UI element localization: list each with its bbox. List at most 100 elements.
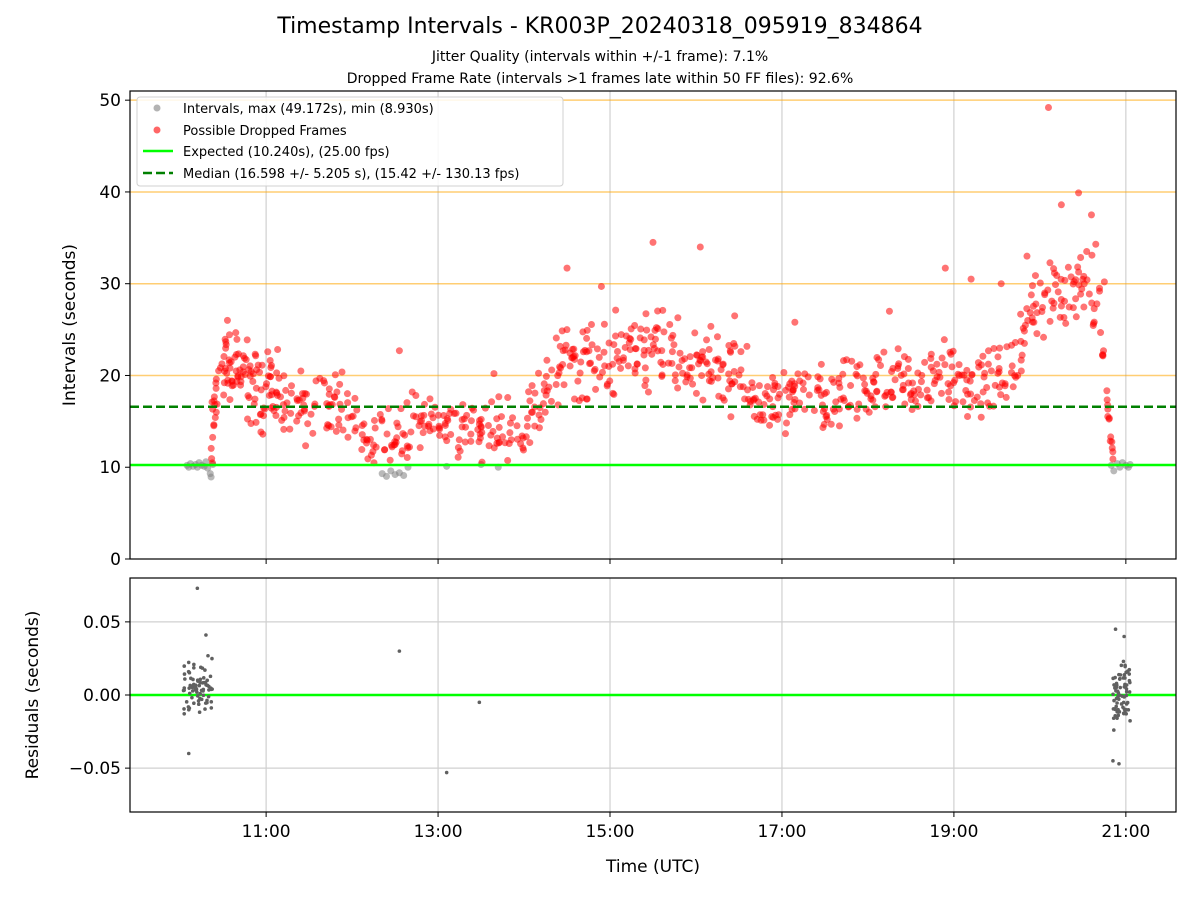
dropped-frame-point xyxy=(819,424,827,432)
dropped-frame-point xyxy=(577,358,585,366)
dropped-frame-point xyxy=(210,422,218,430)
dropped-frame-point xyxy=(412,413,420,421)
dropped-frame-point xyxy=(566,362,574,370)
dropped-frame-point xyxy=(274,346,282,354)
dropped-frame-point xyxy=(835,422,843,430)
dropped-frame-point xyxy=(331,371,339,379)
residual-point xyxy=(192,701,196,706)
dropped-frame-point xyxy=(323,400,331,408)
residual-point xyxy=(1112,698,1116,703)
dropped-frame-point xyxy=(583,326,591,334)
dropped-frame-point xyxy=(257,410,265,418)
dropped-frame-point xyxy=(477,415,485,423)
dropped-frame-point xyxy=(447,430,455,438)
dropped-frame-point xyxy=(703,336,711,344)
dropped-frame-point xyxy=(730,340,738,348)
y-tick-label: 0 xyxy=(110,550,121,570)
dropped-frame-point xyxy=(333,388,341,396)
dropped-frame-point xyxy=(436,425,444,433)
dropped-frame-point xyxy=(1029,302,1037,310)
dropped-frame-point xyxy=(209,433,217,441)
dropped-frame-point xyxy=(727,348,735,356)
dropped-frame-point xyxy=(698,372,706,380)
dropped-frame-point xyxy=(908,379,916,387)
dropped-frame-point xyxy=(707,322,715,330)
dropped-frame-point xyxy=(839,370,847,378)
dropped-frame-point xyxy=(454,453,462,461)
residual-point xyxy=(206,694,211,699)
dropped-frame-point xyxy=(968,371,976,379)
dropped-frame-point xyxy=(370,416,378,424)
dropped-frame-point xyxy=(1109,455,1117,463)
dropped-frame-point xyxy=(595,353,603,361)
dropped-frame-point xyxy=(1103,387,1111,395)
dropped-frame-point xyxy=(659,306,667,314)
dropped-frame-point xyxy=(626,346,634,354)
dropped-frame-point xyxy=(225,359,233,367)
dropped-frame-point xyxy=(525,388,533,396)
dropped-frame-point xyxy=(587,320,595,328)
residual-point xyxy=(190,695,194,700)
y-tick-label: 20 xyxy=(99,366,121,386)
dropped-frame-point xyxy=(598,368,606,376)
dropped-frame-point xyxy=(349,412,357,420)
dropped-frame-point xyxy=(791,318,799,326)
residual-point xyxy=(1111,692,1115,697)
dropped-frame-point xyxy=(429,425,437,433)
dropped-frame-point xyxy=(323,424,331,432)
residual-point xyxy=(1117,697,1121,701)
dropped-frame-point xyxy=(461,438,469,446)
dropped-frame-point xyxy=(714,374,722,382)
residual-point xyxy=(204,633,208,637)
dropped-frame-point xyxy=(556,363,564,371)
dropped-frame-point xyxy=(830,378,838,386)
dropped-frame-point xyxy=(519,446,527,454)
dropped-frame-point xyxy=(259,430,267,438)
dropped-frame-point xyxy=(247,420,255,428)
dropped-frame-point xyxy=(737,366,745,374)
dropped-frame-point xyxy=(332,427,340,435)
residual-point xyxy=(1122,634,1126,639)
interval-point xyxy=(207,473,215,481)
dropped-frame-point xyxy=(455,436,463,444)
residual-point xyxy=(208,674,213,679)
dropped-frame-point xyxy=(668,348,676,356)
dropped-frame-point xyxy=(631,322,639,330)
residual-point xyxy=(191,677,195,682)
dropped-frame-point xyxy=(403,399,411,407)
dropped-frame-point xyxy=(1001,380,1009,388)
residual-point xyxy=(209,687,213,692)
residual-point xyxy=(195,586,200,591)
dropped-frame-point xyxy=(776,390,784,398)
dropped-frame-point xyxy=(937,389,945,397)
dropped-frame-point xyxy=(444,416,452,424)
dropped-frame-point xyxy=(1020,339,1028,347)
dropped-frame-point xyxy=(353,406,361,414)
residual-point xyxy=(397,649,402,653)
dropped-frame-point xyxy=(1038,308,1046,316)
dropped-frame-point xyxy=(799,386,807,394)
dropped-frame-point xyxy=(434,411,442,419)
dropped-frame-point xyxy=(622,332,630,340)
dropped-frame-point xyxy=(487,431,495,439)
dropped-frame-point xyxy=(691,329,699,337)
dropped-frame-point xyxy=(583,334,591,342)
dropped-frame-point xyxy=(775,411,783,419)
residual-point xyxy=(187,706,192,710)
dropped-frame-point xyxy=(827,420,835,428)
dropped-frame-point xyxy=(343,390,351,398)
dropped-frame-point xyxy=(273,369,281,377)
y-tick-label: 40 xyxy=(99,183,121,203)
dropped-frame-point xyxy=(592,385,600,393)
dropped-frame-point xyxy=(707,377,715,385)
dropped-frame-point xyxy=(641,364,649,372)
residual-point xyxy=(1127,690,1132,694)
dropped-frame-point xyxy=(885,307,893,315)
dropped-frame-point xyxy=(358,431,366,439)
legend-marker-dropped xyxy=(153,126,161,134)
dropped-frame-point xyxy=(593,345,601,353)
dropped-frame-point xyxy=(247,368,255,376)
dropped-frame-point xyxy=(1090,305,1098,313)
dropped-frame-point xyxy=(933,360,941,368)
dropped-frame-point xyxy=(421,422,429,430)
